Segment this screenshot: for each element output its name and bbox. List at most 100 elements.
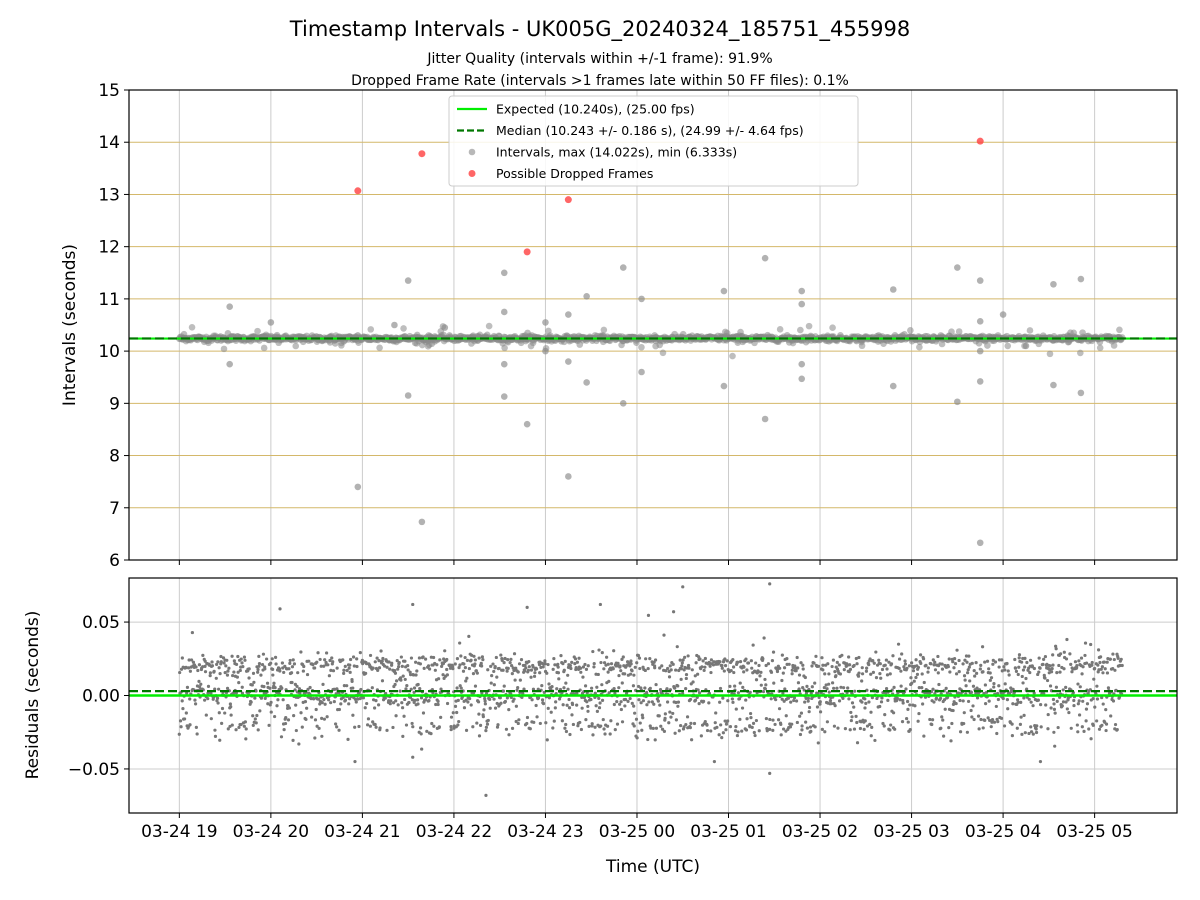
residual-point xyxy=(1015,726,1019,730)
residual-point xyxy=(206,684,211,688)
residual-point xyxy=(646,737,650,742)
residual-point xyxy=(947,726,951,730)
residual-point xyxy=(1036,698,1040,702)
residual-point xyxy=(911,669,916,673)
residual-point xyxy=(1022,713,1026,718)
residual-point xyxy=(419,696,424,700)
residual-point xyxy=(818,702,822,706)
residual-point xyxy=(1050,667,1054,671)
residual-point xyxy=(208,671,212,675)
bottom-ylabel: Residuals (seconds) xyxy=(23,611,43,780)
residual-point xyxy=(1020,674,1024,679)
residual-point xyxy=(766,662,771,666)
top-ytick-label: 14 xyxy=(98,133,120,153)
residual-point xyxy=(1032,666,1036,671)
residual-point xyxy=(731,665,736,669)
residual-point xyxy=(623,697,628,702)
residual-point xyxy=(724,722,729,726)
residual-point xyxy=(270,657,274,661)
residual-point xyxy=(302,664,306,669)
residual-point xyxy=(236,654,240,659)
interval-point xyxy=(1026,327,1034,334)
legend: Expected (10.240s), (25.00 fps)Median (1… xyxy=(448,95,859,187)
residual-point xyxy=(841,696,845,701)
residual-point xyxy=(575,703,579,707)
residual-point xyxy=(917,711,921,716)
residual-point xyxy=(824,683,828,687)
residual-point xyxy=(400,701,404,705)
residual-point xyxy=(276,698,280,702)
residual-point xyxy=(374,725,378,729)
residual-point xyxy=(602,667,606,671)
residual-point xyxy=(674,668,678,672)
residual-point xyxy=(691,680,695,684)
residual-point xyxy=(929,662,933,666)
residual-point xyxy=(738,681,742,685)
residual-point xyxy=(730,697,734,701)
residual-point xyxy=(395,659,399,663)
residual-point xyxy=(1069,726,1073,730)
residual-point xyxy=(183,717,187,721)
interval-outlier-point xyxy=(565,358,572,365)
residual-point xyxy=(429,732,433,736)
residual-point xyxy=(1028,658,1033,662)
residual-point xyxy=(220,721,224,726)
residual-point xyxy=(252,680,256,684)
residual-point xyxy=(942,734,946,738)
residual-point xyxy=(785,657,789,661)
residual-point xyxy=(674,718,678,722)
residual-point xyxy=(293,688,297,692)
residual-point xyxy=(178,719,183,723)
residual-point xyxy=(485,722,490,726)
residual-point xyxy=(872,661,876,665)
residual-point xyxy=(189,658,194,662)
residual-point xyxy=(848,667,853,671)
residual-point xyxy=(860,679,864,683)
residual-point xyxy=(701,699,706,703)
residual-point xyxy=(1048,664,1052,668)
residual-point xyxy=(939,726,943,730)
residual-point xyxy=(852,727,857,731)
residual-point xyxy=(813,725,817,729)
residual-point xyxy=(856,674,861,678)
residual-point xyxy=(251,714,255,718)
residual-point xyxy=(1058,670,1062,674)
residual-point xyxy=(282,728,286,732)
residual-point xyxy=(547,696,551,700)
residual-point xyxy=(675,645,679,649)
residual-point xyxy=(623,672,627,676)
residual-point xyxy=(901,698,905,703)
residual-point xyxy=(241,665,245,669)
residual-point xyxy=(855,662,859,666)
interval-outlier-point xyxy=(226,360,233,368)
residual-point xyxy=(738,717,742,721)
residual-point xyxy=(680,661,684,665)
residual-point xyxy=(812,661,816,665)
residual-point xyxy=(1035,724,1039,728)
interval-point xyxy=(955,328,963,335)
interval-outlier-point xyxy=(500,269,508,277)
residual-point xyxy=(397,665,401,669)
residual-point xyxy=(577,656,581,660)
residual-point xyxy=(325,715,329,719)
interval-outlier-point xyxy=(418,518,426,526)
residual-point xyxy=(502,684,506,688)
residual-point xyxy=(566,673,570,677)
residual-point xyxy=(396,667,400,671)
residual-point xyxy=(983,702,988,706)
residual-point xyxy=(193,698,197,702)
residual-point xyxy=(942,698,947,702)
residual-point xyxy=(507,708,511,712)
residual-point xyxy=(225,686,230,690)
residual-point xyxy=(968,679,972,683)
residual-point xyxy=(850,701,855,705)
residual-point xyxy=(944,686,948,690)
residual-point xyxy=(209,691,213,695)
residual-point xyxy=(531,665,535,669)
residual-point xyxy=(488,706,492,710)
residual-point xyxy=(751,721,756,725)
residual-point xyxy=(486,718,490,723)
residual-point xyxy=(886,698,890,702)
residual-point xyxy=(666,666,670,671)
residual-point xyxy=(371,720,375,724)
